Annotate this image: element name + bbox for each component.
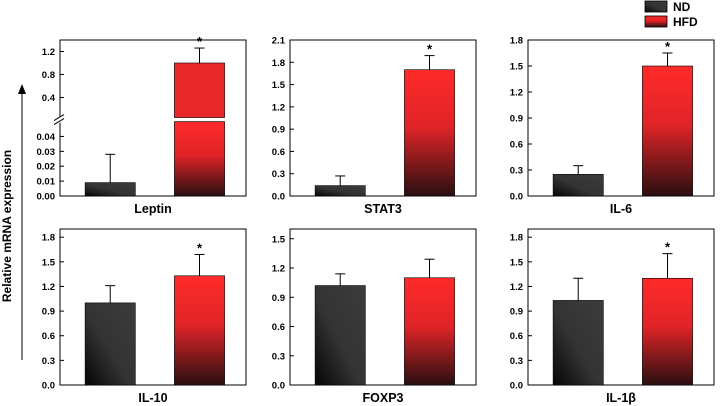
- bar-hfd: [404, 277, 455, 386]
- y-tick-label: 0.3: [510, 166, 523, 177]
- y-tick-label: 0.04: [37, 132, 56, 143]
- bar-nd: [84, 182, 136, 197]
- axis-break-mark: [53, 118, 65, 125]
- y-tick-label: 0.03: [37, 147, 56, 158]
- chart-title: Leptin: [134, 202, 172, 216]
- bar-nd: [314, 185, 366, 197]
- y-tick-label: 1.8: [510, 36, 523, 47]
- significance-star: *: [427, 42, 433, 57]
- bar-hfd: [642, 65, 693, 197]
- chart-title: IL-1β: [606, 391, 636, 405]
- y-tick-label: 0.8: [42, 70, 55, 81]
- chart-panel-il-6: 0.0 0.3 0.6 0.9 1.2 1.5 1.8 * IL-6: [510, 36, 715, 216]
- y-tick-label: 0.3: [272, 169, 285, 180]
- y-tick-label: 0.01: [37, 177, 56, 188]
- bar-hfd-lower: [174, 121, 225, 197]
- chart-title: STAT3: [364, 202, 402, 216]
- y-tick-label: 1.5: [510, 257, 524, 268]
- y-tick-label: 0.9: [272, 293, 285, 304]
- chart-title: FOXP3: [363, 391, 404, 405]
- y-tick-label: 1.2: [42, 282, 55, 293]
- chart-title: IL-10: [138, 391, 167, 405]
- legend-swatch-hfd: [644, 15, 668, 28]
- axis-break-mark: [53, 114, 65, 121]
- y-tick-label: 1.2: [510, 282, 523, 293]
- y-tick-label: 1.8: [510, 233, 523, 244]
- y-tick-label: 0.9: [272, 125, 285, 136]
- plot-frame: [289, 228, 477, 386]
- significance-star: *: [665, 39, 671, 54]
- y-tick-label: 0.9: [42, 307, 55, 318]
- y-tick-label: 0.6: [510, 331, 523, 342]
- bar-hfd: [174, 275, 225, 386]
- y-tick-label: 0.9: [510, 307, 523, 318]
- chart-panels: 0.000.010.020.030.040.40.81.2*Leptin0.00…: [37, 34, 715, 405]
- y-tick-label: 1.2: [510, 88, 523, 99]
- chart-title: IL-6: [610, 202, 632, 216]
- chart-panel-il-10: 0.0 0.3 0.6 0.9 1.2 1.5 1.8 * IL-10: [42, 228, 247, 405]
- y-tick-label: 0.0: [272, 381, 285, 392]
- y-axis-label-group: Relative mRNA expression: [0, 84, 26, 360]
- y-tick-label: 1.5: [272, 80, 286, 91]
- y-tick-label: 1.8: [42, 233, 55, 244]
- legend-label-hfd: HFD: [673, 15, 698, 29]
- legend: ND HFD: [644, 0, 698, 29]
- y-tick-label: 0.9: [510, 114, 523, 125]
- y-tick-label: 0.6: [272, 147, 285, 158]
- y-tick-label: 1.2: [272, 264, 285, 275]
- y-tick-label: 0.02: [37, 162, 56, 173]
- chart-panel-stat3: 0.0 0.3 0.6 0.9 1.2 1.5 1.8 2.1 * STAT3: [272, 36, 477, 216]
- y-tick-label: 0.3: [510, 356, 523, 367]
- y-tick-label: 1.5: [272, 234, 286, 245]
- y-tick-label: 0.0: [510, 192, 523, 203]
- y-tick-label: 0.6: [272, 322, 285, 333]
- y-axis-label: Relative mRNA expression: [0, 150, 14, 302]
- chart-panel-foxp3: 0.0 0.3 0.6 0.9 1.2 1.5 FOXP3: [272, 228, 477, 405]
- plot-frame: [59, 228, 247, 386]
- plot-frame: [289, 39, 477, 197]
- y-tick-label: 0.3: [272, 351, 285, 362]
- chart-panel-il-1-: 0.0 0.3 0.6 0.9 1.2 1.5 1.8 * IL-1β: [510, 228, 715, 405]
- y-tick-label: 0.00: [37, 192, 56, 203]
- bar-nd: [552, 174, 604, 197]
- y-tick-label: 0.4: [42, 93, 56, 104]
- chart-panel-leptin: 0.00 0.01 0.02 0.03 0.04 0.4 0.8 1.2 * Leptin: [37, 34, 247, 216]
- y-tick-label: 0.6: [510, 140, 523, 151]
- y-tick-label: 2.1: [272, 36, 286, 47]
- bar-hfd-upper: [174, 62, 225, 118]
- y-tick-label: 1.5: [42, 257, 56, 268]
- bar-nd: [552, 300, 604, 386]
- legend-swatch-nd: [644, 0, 668, 13]
- y-tick-label: 0.0: [510, 381, 523, 392]
- y-tick-label: 1.2: [42, 47, 55, 58]
- y-axis-arrow-head: [18, 84, 26, 94]
- bar-nd: [84, 302, 136, 386]
- y-tick-label: 1.8: [272, 58, 285, 69]
- bar-hfd: [642, 277, 693, 386]
- legend-label-nd: ND: [673, 0, 691, 14]
- y-tick-label: 0.0: [272, 192, 285, 203]
- bar-hfd: [404, 69, 455, 197]
- axis-break-gap: [54, 116, 64, 123]
- y-tick-label: 0.3: [42, 356, 55, 367]
- plot-frame: [527, 228, 715, 386]
- y-tick-label: 1.2: [272, 102, 285, 113]
- significance-star: *: [197, 34, 203, 49]
- significance-star: *: [197, 240, 203, 255]
- y-tick-label: 0.0: [42, 381, 55, 392]
- y-tick-label: 0.6: [42, 331, 55, 342]
- significance-star: *: [665, 240, 671, 255]
- y-tick-label: 1.5: [510, 62, 524, 73]
- bar-nd: [314, 285, 366, 386]
